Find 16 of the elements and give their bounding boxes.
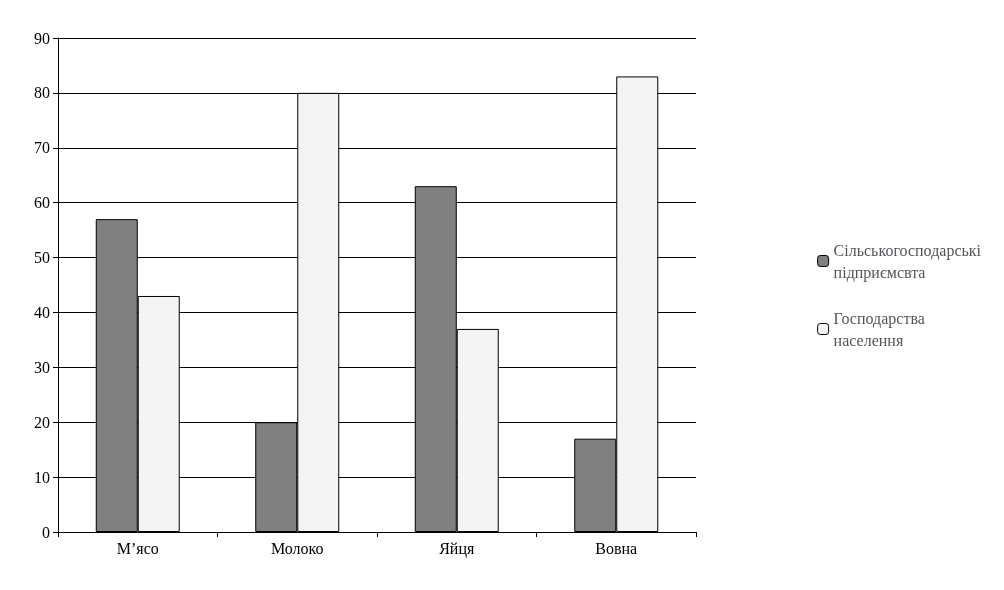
y-tick-label: 80	[34, 84, 50, 102]
x-tick-label: Яйця	[439, 539, 475, 558]
y-tick-label: 50	[34, 249, 50, 267]
x-tick-label: Вовна	[595, 539, 638, 557]
x-tick-label: М’ясо	[116, 539, 159, 557]
y-tick-label: 90	[34, 29, 50, 47]
legend-label: Господарства населення	[833, 309, 925, 349]
y-tick-label: 10	[34, 468, 50, 486]
x-tick-label: Молоко	[270, 539, 324, 557]
y-tick-label: 20	[34, 413, 50, 431]
y-tick-label: 40	[34, 303, 50, 321]
y-tick-label: 70	[34, 139, 50, 157]
y-tick-label: 0	[42, 523, 50, 541]
legend-label: Сільськогосподарські підприємсвта	[833, 241, 982, 282]
y-tick-label: 30	[34, 358, 50, 376]
y-tick-label: 60	[34, 194, 50, 212]
